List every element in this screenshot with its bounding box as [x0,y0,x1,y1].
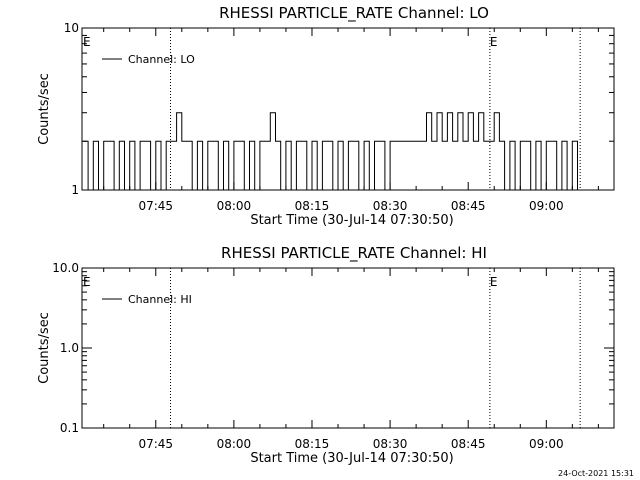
panel1-xtick-label: 09:00 [529,199,564,213]
panel2-ytick-label: 0.1 [60,421,79,435]
panel1-ytick-label: 10 [64,21,79,35]
panel2-xtick-label: 08:15 [295,437,330,451]
panel2-xlabel: Start Time (30-Jul-14 07:30:50) [250,451,453,466]
panel1-xtick-label: 08:15 [295,199,330,213]
panel2-xtick-label: 07:45 [138,437,173,451]
panel2-xtick-label: 09:00 [529,437,564,451]
panel1-xtick-label: 08:45 [451,199,486,213]
panel2-marker: E [490,275,498,289]
panel2-ytick-label: 1.0 [60,341,79,355]
panel1-xtick-label: 08:30 [373,199,408,213]
panel2-ytick-label: 10.0 [52,261,79,275]
panel1-legend-label: Channel: LO [128,53,195,66]
panel1-marker: E [490,35,498,49]
panel1-title: RHESSI PARTICLE_RATE Channel: LO [219,4,489,23]
panel2-xtick-label: 08:30 [373,437,408,451]
panel2-legend-label: Channel: HI [128,293,192,306]
panel1-xlabel: Start Time (30-Jul-14 07:30:50) [250,213,453,228]
panel2-marker: E [83,275,91,289]
panel1-ylabel: Counts/sec [37,73,52,145]
panel2-plot-frame [81,267,615,429]
panel1-ytick-label: 1 [71,183,79,197]
panel1-xtick-label: 08:00 [217,199,252,213]
panel1-marker: E [83,35,91,49]
panel1-series-line [82,112,583,191]
panel2-title: RHESSI PARTICLE_RATE Channel: HI [221,244,487,263]
panel2-xtick-label: 08:00 [217,437,252,451]
panel2-ylabel: Counts/sec [37,312,52,384]
timestamp: 24-Oct-2021 15:31 [558,469,634,478]
panel2-xtick-label: 08:45 [451,437,486,451]
panel1-xtick-label: 07:45 [138,199,173,213]
